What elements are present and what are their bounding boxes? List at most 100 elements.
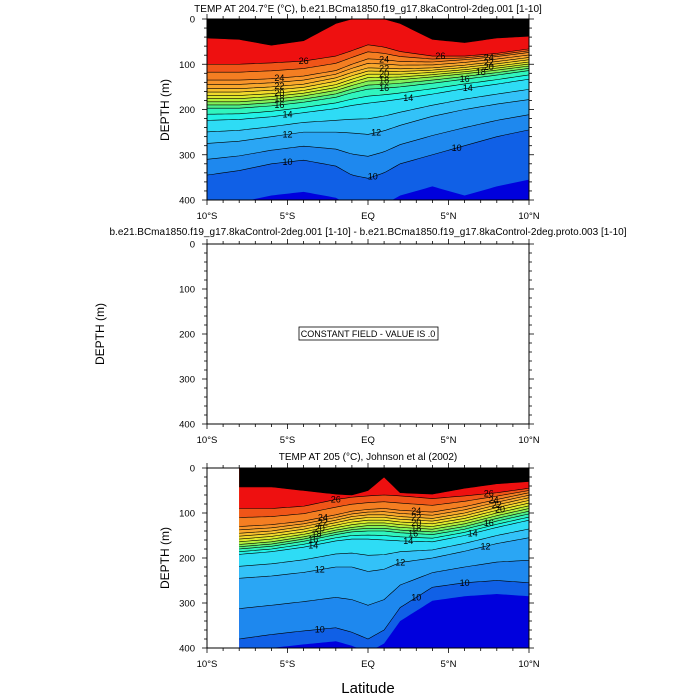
- isotherm-13: [239, 528, 529, 567]
- isotherm-18: [207, 65, 529, 103]
- contour-label-24: 24: [489, 495, 499, 505]
- isotherm-27: [239, 476, 529, 496]
- contour-label-24: 24: [484, 52, 494, 62]
- contour-lines: [207, 19, 529, 179]
- isotherm-23: [239, 494, 529, 531]
- x-axis-label: Latitude: [341, 680, 394, 697]
- panel-model-title: TEMP AT 204.7°E (°C), b.e21.BCma1850.f19…: [194, 4, 542, 15]
- y-tick-label: 0: [190, 240, 195, 251]
- y-tick-label: 200: [179, 330, 195, 341]
- contour-label-22: 22: [318, 518, 328, 528]
- x-tick-label: EQ: [361, 659, 375, 670]
- contour-label-18: 18: [311, 529, 321, 539]
- contour-label-12: 12: [480, 541, 490, 551]
- contour-label-16: 16: [460, 74, 470, 84]
- isotherm-24: [207, 52, 529, 81]
- isotherm-15: [239, 516, 529, 552]
- panel-obs-title: TEMP AT 205 (°C), Johnson et al (2002): [279, 452, 458, 463]
- contour-label-14: 14: [282, 110, 292, 120]
- contour-label-16: 16: [274, 100, 284, 110]
- x-tick-label: 5°S: [280, 211, 295, 222]
- isotherm-10: [207, 129, 529, 179]
- contour-label-16: 16: [308, 534, 318, 544]
- isotherm-26: [207, 44, 529, 65]
- isotherm-14: [207, 78, 529, 121]
- contour-label-22: 22: [484, 57, 494, 67]
- isotherm-21: [207, 59, 529, 93]
- panel-diff-title: b.e21.BCma1850.f19_g17.8kaControl-2deg.0…: [109, 227, 626, 238]
- contour-label-14: 14: [308, 540, 318, 550]
- isotherm-11: [239, 559, 529, 609]
- isotherm-15: [207, 74, 529, 115]
- y-tick-label: 100: [179, 285, 195, 296]
- contour-label-20: 20: [495, 505, 505, 515]
- isotherm-10: [239, 580, 529, 640]
- contour-label-12: 12: [371, 128, 381, 138]
- x-tick-label: 10°N: [518, 211, 539, 222]
- contour-label-20: 20: [411, 518, 421, 528]
- isotherm-25: [207, 50, 529, 73]
- contour-label-10: 10: [460, 578, 470, 588]
- band-above-27: [239, 468, 529, 495]
- contour-label-20: 20: [274, 88, 284, 98]
- x-tick-label: 10°S: [197, 211, 218, 222]
- isotherm-27: [207, 19, 529, 46]
- contour-lines: [239, 476, 529, 640]
- isotherm-14: [239, 519, 529, 555]
- contour-label-24: 24: [379, 55, 389, 65]
- x-tick-label: 5°S: [280, 435, 295, 446]
- isotherm-12: [239, 537, 529, 579]
- isotherm-16: [239, 513, 529, 550]
- contour-label-22: 22: [274, 81, 284, 91]
- contour-label-26: 26: [331, 495, 341, 505]
- contour-label-16: 16: [484, 518, 494, 528]
- x-tick-label: EQ: [361, 435, 375, 446]
- band-above-27: [207, 19, 529, 46]
- isotherm-23: [207, 54, 529, 85]
- contour-label-10: 10: [282, 157, 292, 167]
- isotherm-25: [239, 490, 529, 518]
- contour-label-20: 20: [379, 69, 389, 79]
- contour-label-14: 14: [403, 536, 413, 546]
- y-axis-label: DEPTH (m): [158, 79, 172, 141]
- isotherm-19: [207, 63, 529, 99]
- x-tick-label: 5°N: [441, 211, 457, 222]
- panel-obs-temp: TEMP AT 205 (°C), Johnson et al (2002) 1…: [158, 452, 540, 670]
- contour-label-16: 16: [408, 529, 418, 539]
- contour-label-16: 16: [379, 83, 389, 93]
- contour-label-24: 24: [318, 512, 328, 522]
- constant-field-box: [298, 326, 439, 341]
- contour-label-14: 14: [403, 93, 413, 103]
- isotherm-13: [207, 89, 529, 133]
- y-tick-label: 0: [190, 15, 195, 26]
- contour-label-12: 12: [395, 558, 405, 568]
- x-tick-label: 5°N: [441, 659, 457, 670]
- y-tick-label: 400: [179, 644, 195, 655]
- y-tick-label: 0: [190, 464, 195, 475]
- isotherm-21: [239, 500, 529, 537]
- contour-label-14: 14: [468, 529, 478, 539]
- y-tick-label: 300: [179, 375, 195, 386]
- x-tick-label: EQ: [361, 211, 375, 222]
- isotherm-11: [207, 114, 529, 160]
- isotherm-22: [239, 497, 529, 534]
- isotherm-26: [239, 487, 529, 509]
- isotherm-17: [239, 510, 529, 548]
- contour-label-20: 20: [315, 524, 325, 534]
- contour-label-10: 10: [452, 143, 462, 153]
- y-tick-label: 200: [179, 554, 195, 565]
- contour-label-22: 22: [379, 63, 389, 73]
- isotherm-19: [239, 505, 529, 543]
- contour-label-12: 12: [282, 129, 292, 139]
- x-tick-label: 10°N: [518, 435, 539, 446]
- contour-label-26: 26: [484, 489, 494, 499]
- panel-model-temp: TEMP AT 204.7°E (°C), b.e21.BCma1850.f19…: [158, 4, 542, 222]
- isotherm-16: [207, 70, 529, 109]
- x-tick-label: 5°S: [280, 659, 295, 670]
- isotherm-18: [239, 508, 529, 545]
